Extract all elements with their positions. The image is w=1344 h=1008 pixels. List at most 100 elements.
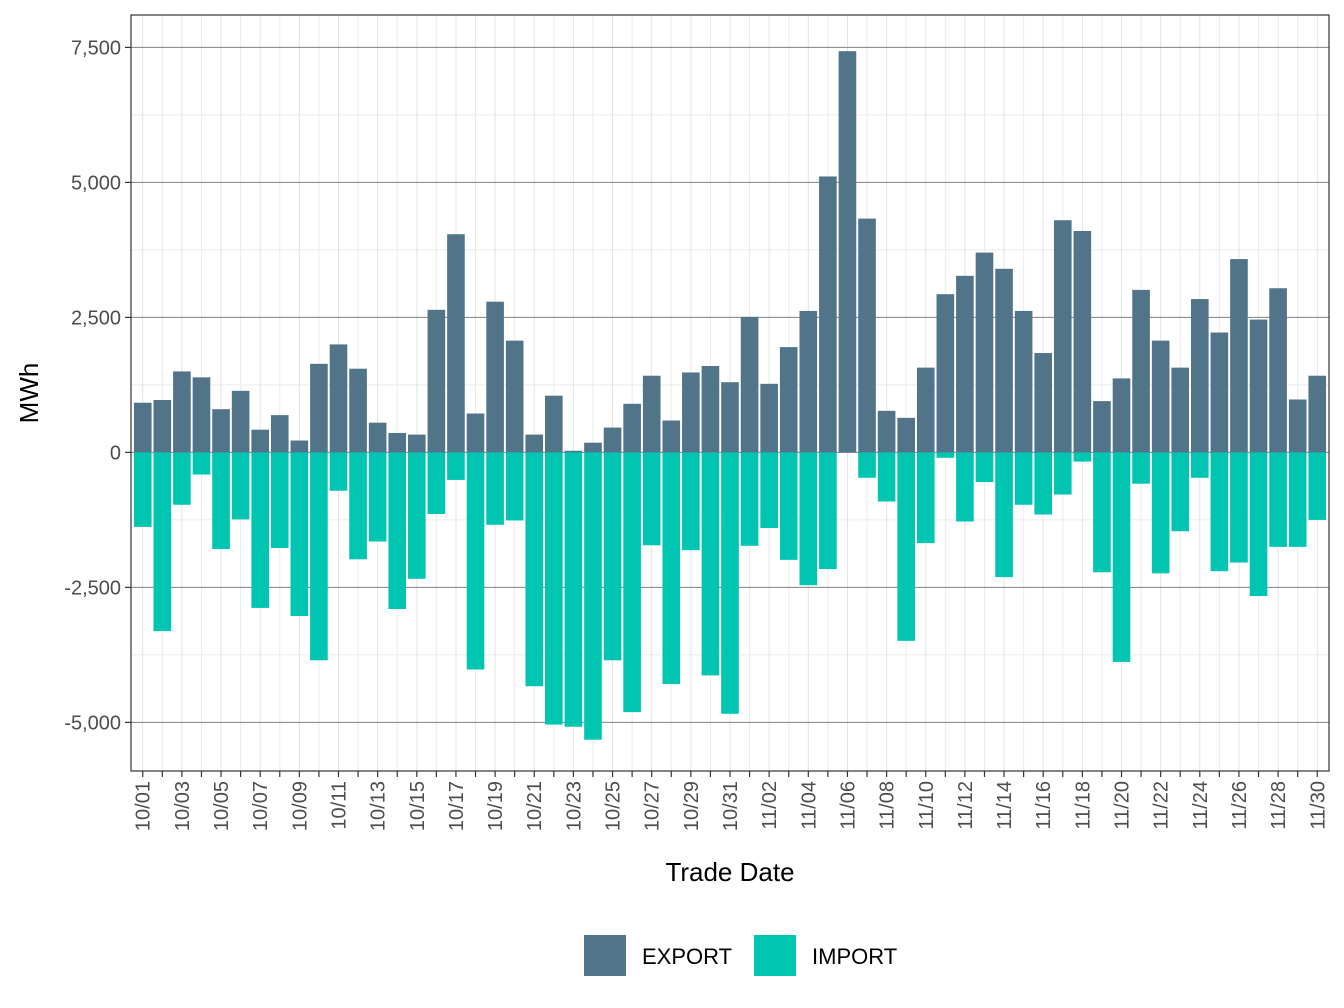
bar-import-11/04 [799,452,818,586]
x-tick-label: 10/11 [328,781,350,830]
bar-export-11/11 [936,294,955,453]
x-axis: 10/01 10/03 10/05 10/07 10/09 10/11 10/13 10/15… [133,771,1329,831]
bars [133,51,1327,740]
bar-import-10/02 [153,452,172,632]
bar-import-10/27 [642,452,661,546]
bar-export-10/25 [603,427,622,453]
bar-import-11/12 [956,452,974,522]
bar-export-11/30 [1308,375,1327,453]
x-tick-label: 11/14 [994,781,1016,830]
x-tick-label: 11/26 [1229,781,1251,830]
bar-import-11/10 [916,452,935,544]
x-tick-label: 10/29 [681,781,703,831]
legend: EXPORT IMPORT [584,935,897,976]
x-tick-label: 11/06 [837,781,859,830]
bar-import-10/04 [192,452,211,475]
bar-export-10/23 [564,450,583,453]
x-tick-label: 10/17 [446,781,468,831]
bar-export-11/06 [838,51,857,453]
x-tick-label: 10/05 [211,781,233,831]
legend-key-import [754,935,796,976]
y-tick-label: 2,500 [71,307,121,329]
bar-import-11/15 [1014,452,1033,505]
bar-import-11/28 [1269,452,1287,547]
bar-export-10/27 [642,375,661,453]
bar-export-11/04 [799,310,818,453]
bar-export-11/26 [1230,259,1248,453]
bar-import-10/12 [349,452,367,560]
bar-import-11/17 [1053,452,1072,495]
x-tick-label: 11/10 [916,781,938,830]
legend-key-export [584,935,626,976]
bar-export-11/18 [1073,231,1092,453]
bar-import-10/07 [251,452,270,608]
bar-export-10/08 [270,415,289,453]
bar-export-11/22 [1151,340,1170,453]
x-tick-label: 10/23 [563,781,585,831]
bar-import-10/25 [603,452,622,661]
bar-import-10/19 [486,452,504,525]
bar-import-10/16 [427,452,446,514]
bar-export-11/14 [995,268,1013,453]
bar-export-11/15 [1014,310,1033,453]
x-tick-label: 11/18 [1072,781,1094,830]
x-tick-label: 11/20 [1112,781,1134,830]
x-tick-label: 10/07 [250,781,272,831]
bar-import-10/28 [662,452,681,685]
bar-import-10/26 [623,452,641,713]
bar-import-11/05 [819,452,837,570]
bar-export-11/12 [956,275,974,453]
bar-export-11/03 [779,347,798,453]
bar-import-11/30 [1308,452,1327,520]
bar-export-10/22 [545,395,563,453]
bar-import-11/07 [858,452,876,478]
x-tick-label: 10/19 [485,781,507,831]
bar-export-11/01 [740,316,759,453]
x-tick-label: 10/01 [133,781,155,831]
x-tick-label: 11/08 [877,781,899,830]
bar-export-11/08 [877,410,896,453]
bar-export-11/05 [819,176,837,453]
y-axis-title: MWh [14,363,44,424]
x-tick-label: 11/28 [1268,781,1290,830]
bar-import-10/18 [466,452,485,670]
bar-import-10/05 [212,452,230,550]
bar-export-10/13 [368,422,387,453]
y-axis: -5,000 -2,500 0 2,500 5,000 7,500 [64,37,131,734]
bar-export-10/20 [505,340,524,453]
bar-export-10/31 [721,382,739,453]
major-gridlines [131,15,1329,771]
x-tick-label: 10/03 [172,781,194,831]
x-axis-title: Trade Date [665,857,794,887]
bar-export-10/24 [584,442,602,453]
bar-import-10/14 [388,452,407,609]
x-tick-label: 11/30 [1307,781,1329,830]
bar-import-11/18 [1073,452,1092,462]
bar-import-10/08 [270,452,289,548]
bar-import-11/20 [1112,452,1131,662]
bar-export-11/16 [1034,353,1053,453]
x-tick-label: 10/31 [720,781,742,831]
bar-import-11/14 [995,452,1013,578]
bar-export-10/07 [251,429,270,453]
legend-label-import: IMPORT [812,944,897,969]
y-tick-label: -2,500 [64,577,121,599]
bar-import-11/19 [1093,452,1111,573]
bar-export-11/29 [1288,399,1307,453]
bar-import-10/13 [368,452,387,542]
bar-import-10/06 [231,452,250,520]
bar-import-11/08 [877,452,896,502]
bar-import-11/09 [897,452,915,641]
bar-import-11/29 [1288,452,1307,547]
bar-import-10/09 [290,452,309,617]
bar-import-10/11 [329,452,348,491]
bar-import-10/23 [564,452,583,727]
bar-import-11/25 [1210,452,1229,572]
x-tick-label: 10/13 [368,781,390,831]
bar-export-10/01 [133,402,152,453]
bar-export-10/11 [329,344,348,453]
bar-export-10/10 [310,363,328,453]
bar-export-11/13 [975,252,994,453]
x-tick-label: 11/24 [1190,781,1212,830]
bar-export-11/02 [760,383,778,453]
